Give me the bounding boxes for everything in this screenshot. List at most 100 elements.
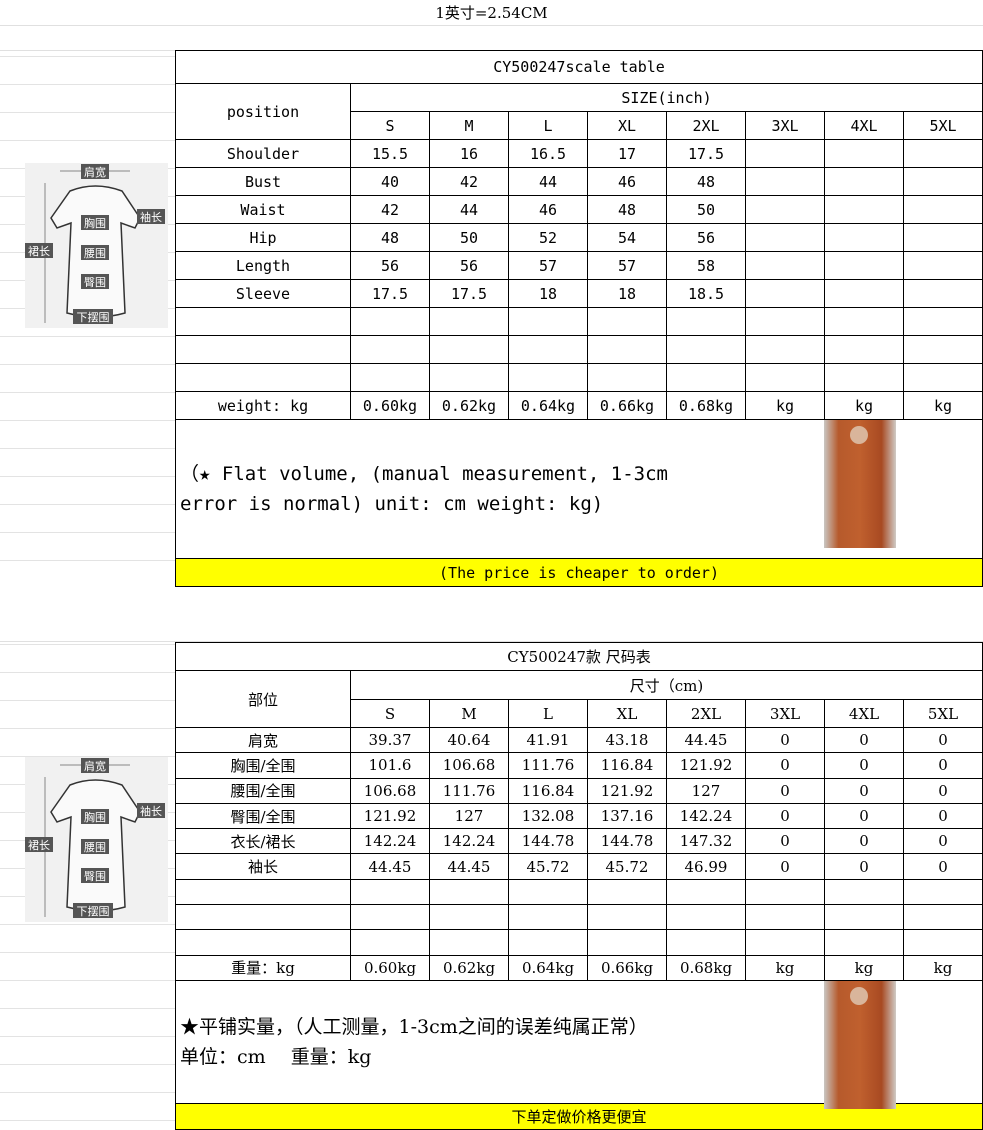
measurement-value: 142.24 (350, 828, 430, 855)
size-column-header: 3XL (745, 111, 825, 140)
table-row (175, 363, 983, 392)
diagram-label-shoulder: 肩宽 (84, 165, 106, 179)
diagram-label-shoulder: 肩宽 (84, 759, 106, 773)
measurement-label: Hip (175, 223, 351, 252)
measurement-value (666, 929, 746, 956)
measurement-value: 48 (587, 195, 667, 224)
measurement-value: 132.08 (508, 802, 588, 830)
unit-conversion-note: 1英寸=2.54CM (0, 0, 983, 26)
measurement-value (350, 878, 430, 906)
measurement-value (745, 167, 825, 196)
measurement-value (745, 279, 825, 308)
measurement-value (350, 307, 430, 336)
measurement-value: 50 (429, 223, 509, 252)
measurement-value (508, 335, 588, 364)
measurement-value: 44.45 (429, 853, 509, 880)
measurement-value (508, 363, 588, 392)
measurement-value: 0 (903, 828, 983, 855)
measurement-value (587, 929, 667, 956)
measurement-value: 144.78 (587, 828, 667, 855)
measurement-value (745, 307, 825, 336)
measurement-label (175, 363, 351, 392)
measurement-value (903, 878, 983, 906)
weight-value: 0.62kg (429, 391, 509, 420)
measurement-value (745, 929, 825, 956)
measurement-value: 41.91 (508, 726, 588, 754)
table-row: 衣长/裙长 142.24 142.24 144.78 144.78 147.32 0 0 0 (175, 828, 983, 855)
measurement-value: 18 (508, 279, 588, 308)
measurement-value (429, 363, 509, 392)
measurement-value: 58 (666, 251, 746, 280)
weight-value: kg (745, 954, 825, 981)
table-row: 腰围/全围 106.68 111.76 116.84 121.92 127 0 0 0 (175, 777, 983, 804)
weight-value: kg (745, 391, 825, 420)
table-row: 臀围/全围 121.92 127 132.08 137.16 142.24 0 0 0 (175, 802, 983, 830)
measurement-value: 39.37 (350, 726, 430, 754)
position-header: position (175, 83, 351, 140)
measurement-value: 46.99 (666, 853, 746, 880)
size-column-header: 4XL (824, 111, 904, 140)
diagram-label-sleeve: 袖长 (140, 210, 162, 224)
measurement-value: 44 (429, 195, 509, 224)
measurement-value: 127 (429, 802, 509, 830)
measurement-value: 0 (824, 726, 904, 754)
table-row (175, 904, 983, 931)
measurement-diagram: 肩宽 胸围 袖长 裙长 腰围 臀围 下摆围 (25, 757, 168, 922)
measurement-value: 44 (508, 167, 588, 196)
measurement-label: 肩宽 (175, 726, 351, 754)
measurement-value (903, 904, 983, 931)
measurement-value (902, 139, 983, 168)
measurement-value (902, 363, 983, 392)
measurement-value (666, 363, 746, 392)
measurement-value (824, 167, 904, 196)
diagram-label-hem: 下摆围 (77, 904, 110, 918)
table-row: 肩宽 39.37 40.64 41.91 43.18 44.45 0 0 0 (175, 726, 983, 754)
weight-value: 0.62kg (429, 954, 509, 981)
measurement-value (902, 251, 983, 280)
measurement-value (350, 335, 430, 364)
weight-row: weight: kg 0.60kg 0.62kg 0.64kg 0.66kg 0.68kg… (175, 391, 983, 420)
measurement-value: 0 (903, 726, 983, 754)
blank-row (0, 586, 983, 642)
measurement-value: 121.92 (587, 777, 667, 804)
size-column-header: S (350, 111, 430, 140)
measurement-value: 57 (508, 251, 588, 280)
measurement-value: 56 (350, 251, 430, 280)
measurement-value: 45.72 (587, 853, 667, 880)
measurement-value: 116.84 (587, 752, 667, 779)
weight-value: 0.60kg (350, 954, 430, 981)
measurement-value (903, 929, 983, 956)
measurement-value: 46 (508, 195, 588, 224)
measurement-value: 0 (903, 752, 983, 779)
measurement-value: 48 (350, 223, 430, 252)
measurement-value (429, 878, 509, 906)
table-title: CY500247scale table (174, 50, 983, 84)
product-photo (824, 981, 896, 1109)
measurement-value (824, 929, 904, 956)
table-row: Length 56 56 57 57 58 (175, 251, 983, 280)
size-column-header: 3XL (745, 699, 825, 728)
measurement-value: 48 (666, 167, 746, 196)
measurement-value: 57 (587, 251, 667, 280)
measurement-label (175, 335, 351, 364)
measurement-value (824, 139, 904, 168)
table-row (175, 878, 983, 906)
measurement-value (745, 904, 825, 931)
diagram-label-bust: 胸围 (84, 810, 106, 824)
measurement-label (175, 307, 351, 336)
table-row: Sleeve 17.5 17.5 18 18 18.5 (175, 279, 983, 308)
measurement-value: 52 (508, 223, 588, 252)
measurement-label (175, 904, 351, 931)
measurement-value (350, 929, 430, 956)
measurement-value (824, 904, 904, 931)
measurement-value: 40 (350, 167, 430, 196)
measurement-value (745, 251, 825, 280)
note-line-1: ★平铺实量，（人工测量，1-3cm之间的误差纯属正常） (180, 1015, 648, 1038)
measurement-value: 0 (824, 853, 904, 880)
measurement-value: 43.18 (587, 726, 667, 754)
measurement-value: 54 (587, 223, 667, 252)
weight-value: 0.66kg (587, 391, 667, 420)
measurement-value: 0 (903, 777, 983, 804)
